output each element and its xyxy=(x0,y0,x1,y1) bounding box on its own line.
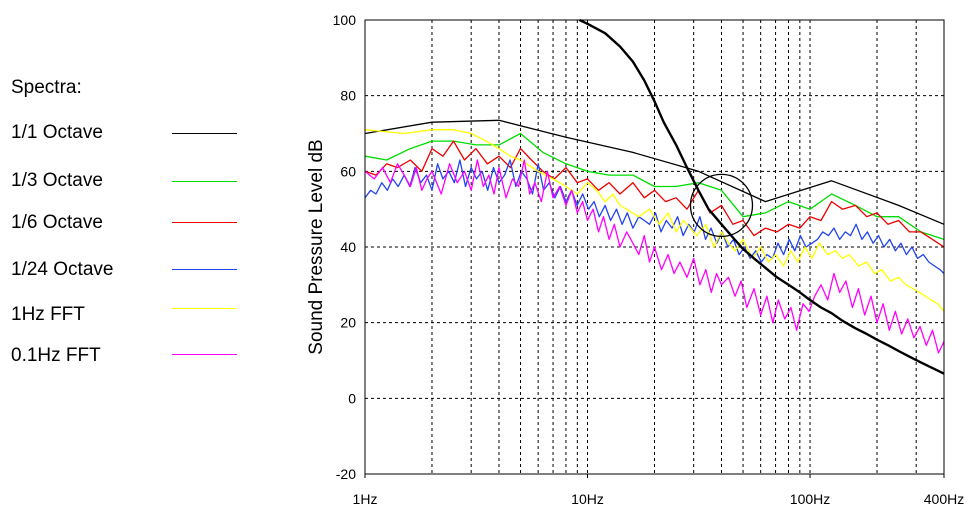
series-1-24-octave xyxy=(364,159,945,274)
y-tick-label: 80 xyxy=(340,88,356,104)
x-tick-label: 100Hz xyxy=(790,491,830,507)
y-tick-label: -20 xyxy=(336,466,356,482)
y-tick-label: 20 xyxy=(340,315,356,331)
legend-label-1hz-fft: 1Hz FFT xyxy=(11,304,85,325)
legend-label-1-6-octave: 1/6 Octave xyxy=(11,212,103,233)
series-1-6-octave xyxy=(364,140,945,248)
x-tick-label: 400Hz xyxy=(924,491,964,507)
legend-swatch-1-3-octave xyxy=(172,181,237,182)
legend-label-1-1-octave: 1/1 Octave xyxy=(11,122,103,143)
y-tick-labels: 100 80 60 40 20 0 -20 xyxy=(333,12,357,482)
annotations xyxy=(689,173,754,238)
series-black-curve xyxy=(578,18,945,375)
legend-swatch-1-24-octave xyxy=(172,269,237,270)
y-tick-label: 0 xyxy=(348,390,356,406)
series-1hz-fft xyxy=(364,129,945,312)
series-1-1-octave xyxy=(364,119,945,225)
legend-label-1-24-octave: 1/24 Octave xyxy=(11,259,114,280)
y-axis-label: Sound Pressure Level dB xyxy=(306,139,327,354)
legend-swatch-1-1-octave xyxy=(172,133,237,134)
legend-title: Spectra: xyxy=(11,77,82,98)
x-tick-label: 1Hz xyxy=(353,491,378,507)
legend: Spectra: 1/1 Octave 1/3 Octave 1/6 Octav… xyxy=(0,0,260,514)
series-lines xyxy=(364,18,945,375)
y-tick-label: 40 xyxy=(340,239,356,255)
y-tick-label: 100 xyxy=(333,12,357,28)
legend-swatch-1-6-octave xyxy=(172,222,237,223)
annotation-circle xyxy=(689,173,754,238)
plot-frame xyxy=(364,19,945,475)
legend-label-1-3-octave: 1/3 Octave xyxy=(11,170,103,191)
legend-swatch-0-1hz-fft xyxy=(172,354,237,355)
series-0-1hz-fft xyxy=(364,159,945,354)
x-tick-label: 10Hz xyxy=(571,491,604,507)
legend-label-0-1hz-fft: 0.1Hz FFT xyxy=(11,345,101,366)
x-tick-labels: 1Hz 10Hz 100Hz 400Hz xyxy=(353,474,964,507)
legend-swatch-1hz-fft xyxy=(172,308,237,309)
series-1-3-octave xyxy=(364,132,945,241)
y-tick-label: 60 xyxy=(340,163,356,179)
